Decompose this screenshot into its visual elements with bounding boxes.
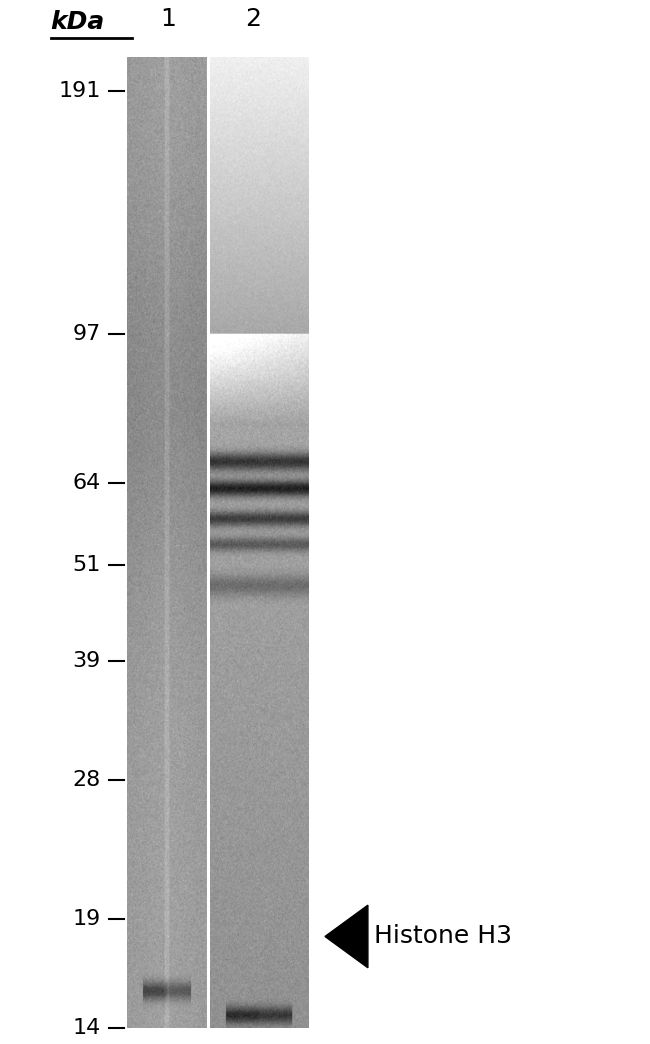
Text: 19: 19 (73, 909, 101, 929)
Polygon shape (325, 905, 368, 968)
Text: Histone H3: Histone H3 (374, 925, 512, 948)
Text: 191: 191 (58, 81, 101, 101)
Text: 1: 1 (160, 7, 176, 31)
Text: 2: 2 (246, 7, 261, 31)
Text: 14: 14 (73, 1018, 101, 1039)
Text: 28: 28 (73, 769, 101, 790)
Text: kDa: kDa (51, 10, 105, 34)
Text: 64: 64 (73, 473, 101, 494)
Text: 39: 39 (73, 651, 101, 671)
Text: 51: 51 (72, 554, 101, 575)
Text: 97: 97 (73, 325, 101, 345)
